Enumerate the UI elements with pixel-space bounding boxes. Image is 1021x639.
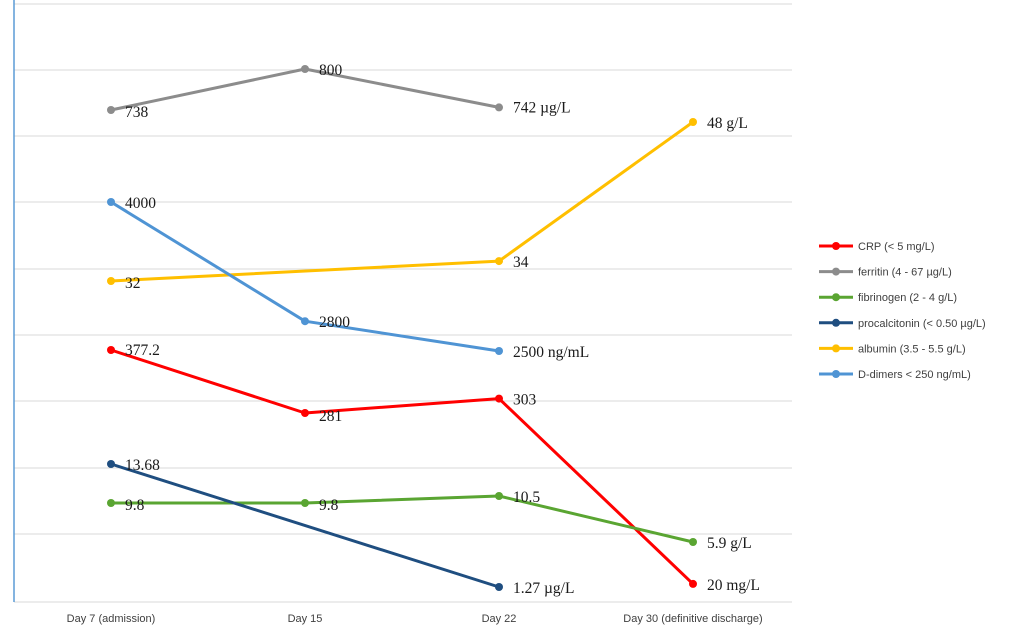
data-label: 9.8 <box>319 497 339 514</box>
data-label: 281 <box>319 408 342 425</box>
legend-item: procalcitonin (< 0.50 µg/L) <box>819 318 986 330</box>
data-point <box>301 317 309 326</box>
legend-label: CRP (< 5 mg/L) <box>858 241 935 253</box>
data-label: 32 <box>125 275 141 292</box>
series-procalcitonin-0-50-g-l: 13.68 1.27 µg/L <box>107 457 574 597</box>
series-fibrinogen-2-4-g-l: 9.8 9.8 10.5 5.9 g/L <box>107 489 752 552</box>
data-point <box>301 65 309 73</box>
data-point <box>495 394 503 403</box>
legend-marker <box>832 370 840 378</box>
data-point <box>689 538 697 546</box>
data-label: 34 <box>513 254 529 271</box>
series-line <box>110 462 500 589</box>
series-crp-5-mg-l: 377.2 281 303 20 mg/L <box>107 342 760 594</box>
legend: CRP (< 5 mg/L) ferritin (4 - 67 µg/L) fibr… <box>819 241 986 381</box>
data-label: 2500 ng/mL <box>513 344 589 361</box>
series-albumin-3-5-5-5-g-l: 32 34 48 g/L <box>107 115 748 292</box>
legend-label: albumin (3.5 - 5.5 g/L) <box>858 343 966 355</box>
series-line <box>110 200 500 353</box>
series-ferritin-4-67-g-l: 738 800 742 µg/L <box>107 62 571 121</box>
legend-marker <box>832 318 840 327</box>
legend-label: procalcitonin (< 0.50 µg/L) <box>858 318 986 330</box>
series-group: 377.2 281 303 20 mg/L 738 800 742 µg/L 9.8 9.8 10… <box>107 62 760 597</box>
data-label: 48 g/L <box>707 115 748 132</box>
legend-marker <box>832 267 840 276</box>
legend-item: D-dimers < 250 ng/mL) <box>819 369 971 381</box>
data-label: 4000 <box>125 195 156 212</box>
data-point <box>107 499 115 507</box>
data-label: 13.68 <box>125 457 160 474</box>
data-label: 9.8 <box>125 497 145 514</box>
legend-label: D-dimers < 250 ng/mL) <box>858 369 971 381</box>
data-label: 2800 <box>319 314 350 331</box>
series-line <box>110 348 695 585</box>
series-line <box>110 67 500 112</box>
legend-item: ferritin (4 - 67 µg/L) <box>819 267 952 279</box>
data-point <box>107 106 115 114</box>
legend-item: albumin (3.5 - 5.5 g/L) <box>819 343 966 355</box>
data-label: 5.9 g/L <box>707 535 752 552</box>
data-label: 20 mg/L <box>707 577 760 594</box>
data-label: 738 <box>125 104 149 121</box>
data-point <box>107 277 115 285</box>
data-point <box>107 346 115 354</box>
legend-label: ferritin (4 - 67 µg/L) <box>858 267 952 279</box>
legend-label: fibrinogen (2 - 4 g/L) <box>858 292 957 304</box>
data-label: 800 <box>319 62 343 79</box>
series-line <box>111 494 694 544</box>
data-point <box>107 198 115 206</box>
legend-marker <box>832 344 840 353</box>
data-label: 303 <box>513 392 537 409</box>
data-point <box>495 583 503 591</box>
series-d-dimers-250-ng-ml: 4000 2800 2500 ng/mL <box>107 195 589 361</box>
x-tick-label: Day 7 (admission) <box>67 613 156 625</box>
data-point <box>495 492 503 500</box>
x-tick-label: Day 22 <box>482 613 517 625</box>
x-tick-label: Day 30 (definitive discharge) <box>623 613 762 625</box>
data-label: 1.27 µg/L <box>513 580 574 597</box>
legend-item: CRP (< 5 mg/L) <box>819 241 935 253</box>
data-label: 742 µg/L <box>513 99 571 116</box>
legend-item: fibrinogen (2 - 4 g/L) <box>819 292 957 304</box>
legend-marker <box>832 293 840 302</box>
x-axis-ticks: Day 7 (admission) Day 15 Day 22 Day 30 (def… <box>67 613 763 625</box>
legend-marker <box>832 242 840 250</box>
data-point <box>689 579 697 588</box>
data-point <box>495 257 503 266</box>
data-label: 377.2 <box>125 342 160 359</box>
data-point <box>689 118 697 126</box>
data-point <box>301 499 309 507</box>
data-label: 10.5 <box>513 489 540 506</box>
data-point <box>301 409 309 417</box>
data-point <box>495 347 503 355</box>
data-point <box>107 460 115 468</box>
data-point <box>495 103 503 112</box>
x-tick-label: Day 15 <box>288 613 323 625</box>
